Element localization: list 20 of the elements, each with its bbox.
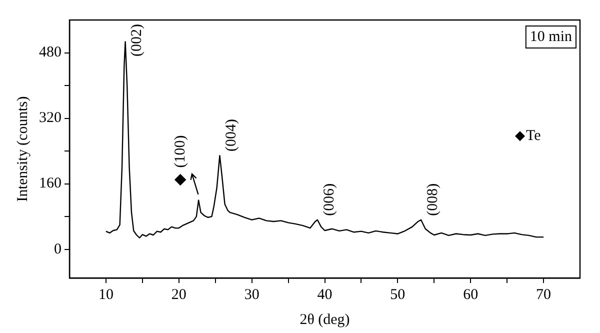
annotation: 10 min [530, 28, 572, 45]
annotation: (100) [172, 135, 188, 168]
y-tick-label: 320 [39, 110, 62, 126]
x-tick-label: 50 [390, 286, 406, 303]
annotation: (002) [129, 24, 146, 56]
x-tick-label: 20 [171, 286, 186, 303]
x-tick-label: 70 [536, 286, 552, 303]
annotation: (008) [424, 183, 441, 216]
x-tick-label: 60 [463, 286, 478, 303]
x-axis-title: 2θ (deg) [300, 312, 350, 328]
y-tick-label: 480 [39, 44, 62, 61]
y-axis-title: Intensity (counts) [14, 96, 31, 202]
annotation: (006) [321, 183, 338, 216]
x-tick-label: 40 [317, 286, 332, 303]
x-tick-label: 10 [98, 286, 114, 303]
y-tick-label: 0 [54, 241, 62, 258]
x-tick-label: 30 [244, 286, 260, 303]
annotation: (004) [224, 119, 240, 152]
legend-label: Te [526, 128, 542, 144]
y-tick-label: 160 [39, 176, 62, 192]
